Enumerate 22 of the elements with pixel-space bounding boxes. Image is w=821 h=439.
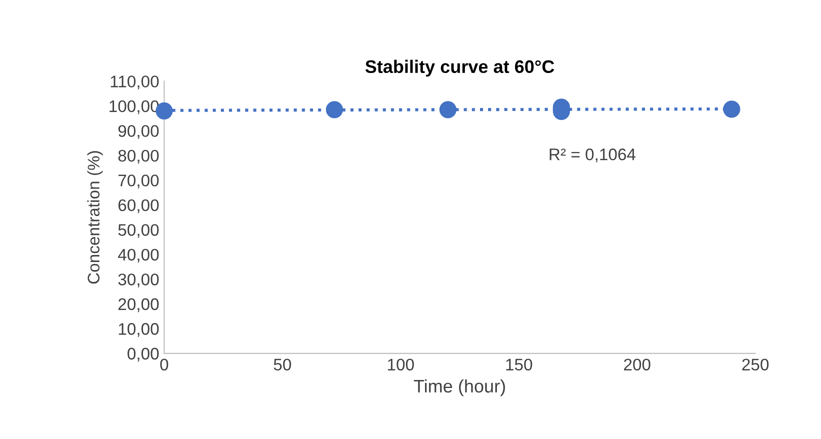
y-tick-label: 100,00 xyxy=(110,100,159,114)
x-tick-label: 100 xyxy=(388,358,414,370)
x-tick-label: 150 xyxy=(506,358,532,370)
x-tick-label: 0 xyxy=(160,358,168,370)
chart-title: Stability curve at 60°C xyxy=(365,60,554,77)
y-tick-label: 60,00 xyxy=(118,199,159,214)
y-tick-label: 10,00 xyxy=(118,323,159,337)
x-tick-label: 50 xyxy=(274,358,292,370)
x-tick-label: 250 xyxy=(742,358,769,370)
y-tick-label: 20,00 xyxy=(118,298,159,312)
y-tick-label: 50,00 xyxy=(118,224,159,238)
y-tick-label: 0,00 xyxy=(128,348,159,362)
y-tick-label: 30,00 xyxy=(118,274,159,288)
y-tick-label: 40,00 xyxy=(118,248,159,263)
x-tick-label: 200 xyxy=(624,358,650,370)
y-axis-title: Concentration (%) xyxy=(87,151,103,284)
y-tick-label: 110,00 xyxy=(110,76,159,90)
annotation: R² = 0,1064 xyxy=(550,148,636,162)
y-tick-label: 80,00 xyxy=(118,150,159,164)
y-tick-label: 70,00 xyxy=(118,174,159,188)
y-tick-label: 90,00 xyxy=(118,125,159,139)
x-axis-title: Time (hour) xyxy=(414,379,505,396)
